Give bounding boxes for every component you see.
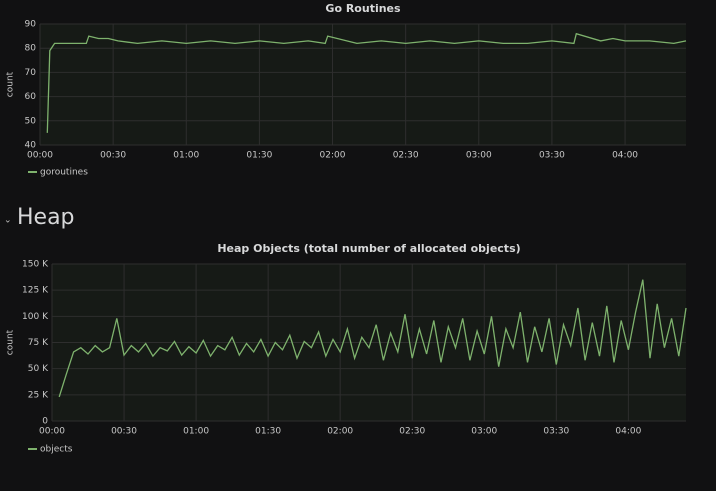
x-tick-label: 02:00 [320,151,346,161]
x-tick-label: 00:30 [111,427,137,437]
y-tick-label: 70 [25,68,37,78]
legend-label[interactable]: goroutines [40,168,88,178]
y-tick-label: 60 [25,92,37,102]
y-tick-label: 125 K [22,286,49,296]
x-tick-label: 01:30 [246,151,272,161]
x-tick-label: 03:30 [539,151,565,161]
x-tick-label: 01:00 [173,151,199,161]
x-tick-label: 03:00 [471,427,497,437]
y-tick-label: 90 [25,20,37,30]
x-tick-label: 00:00 [39,427,65,437]
section-title[interactable]: Heap [17,205,75,230]
x-tick-label: 03:30 [543,427,569,437]
series-line [46,32,687,133]
plot-area [40,24,686,145]
legend-label[interactable]: objects [40,445,73,455]
y-tick-label: 25 K [28,390,49,400]
y-tick-label: 50 [25,116,37,126]
y-tick-label: 40 [25,141,37,151]
x-tick-label: 00:00 [27,151,53,161]
x-tick-label: 00:30 [100,151,126,161]
x-tick-label: 02:30 [393,151,419,161]
x-tick-label: 03:00 [466,151,492,161]
x-tick-label: 04:00 [615,427,641,437]
chart-title: Go Routines [325,2,401,15]
x-tick-label: 02:30 [399,427,425,437]
y-tick-label: 100 K [22,312,49,322]
x-tick-label: 04:00 [612,151,638,161]
y-tick-label: 0 [42,417,48,427]
y-tick-label: 50 K [28,364,49,374]
y-tick-label: 150 K [22,260,49,270]
x-tick-label: 01:30 [255,427,281,437]
x-tick-label: 02:00 [327,427,353,437]
x-tick-label: 01:00 [183,427,209,437]
y-tick-label: 75 K [28,338,49,348]
series-line [58,279,687,398]
collapse-icon[interactable]: ⌄ [4,216,12,226]
chart-title: Heap Objects (total number of allocated … [217,242,520,255]
y-axis-label: count [6,71,16,97]
y-axis-label: count [6,329,16,355]
y-tick-label: 80 [25,44,37,54]
